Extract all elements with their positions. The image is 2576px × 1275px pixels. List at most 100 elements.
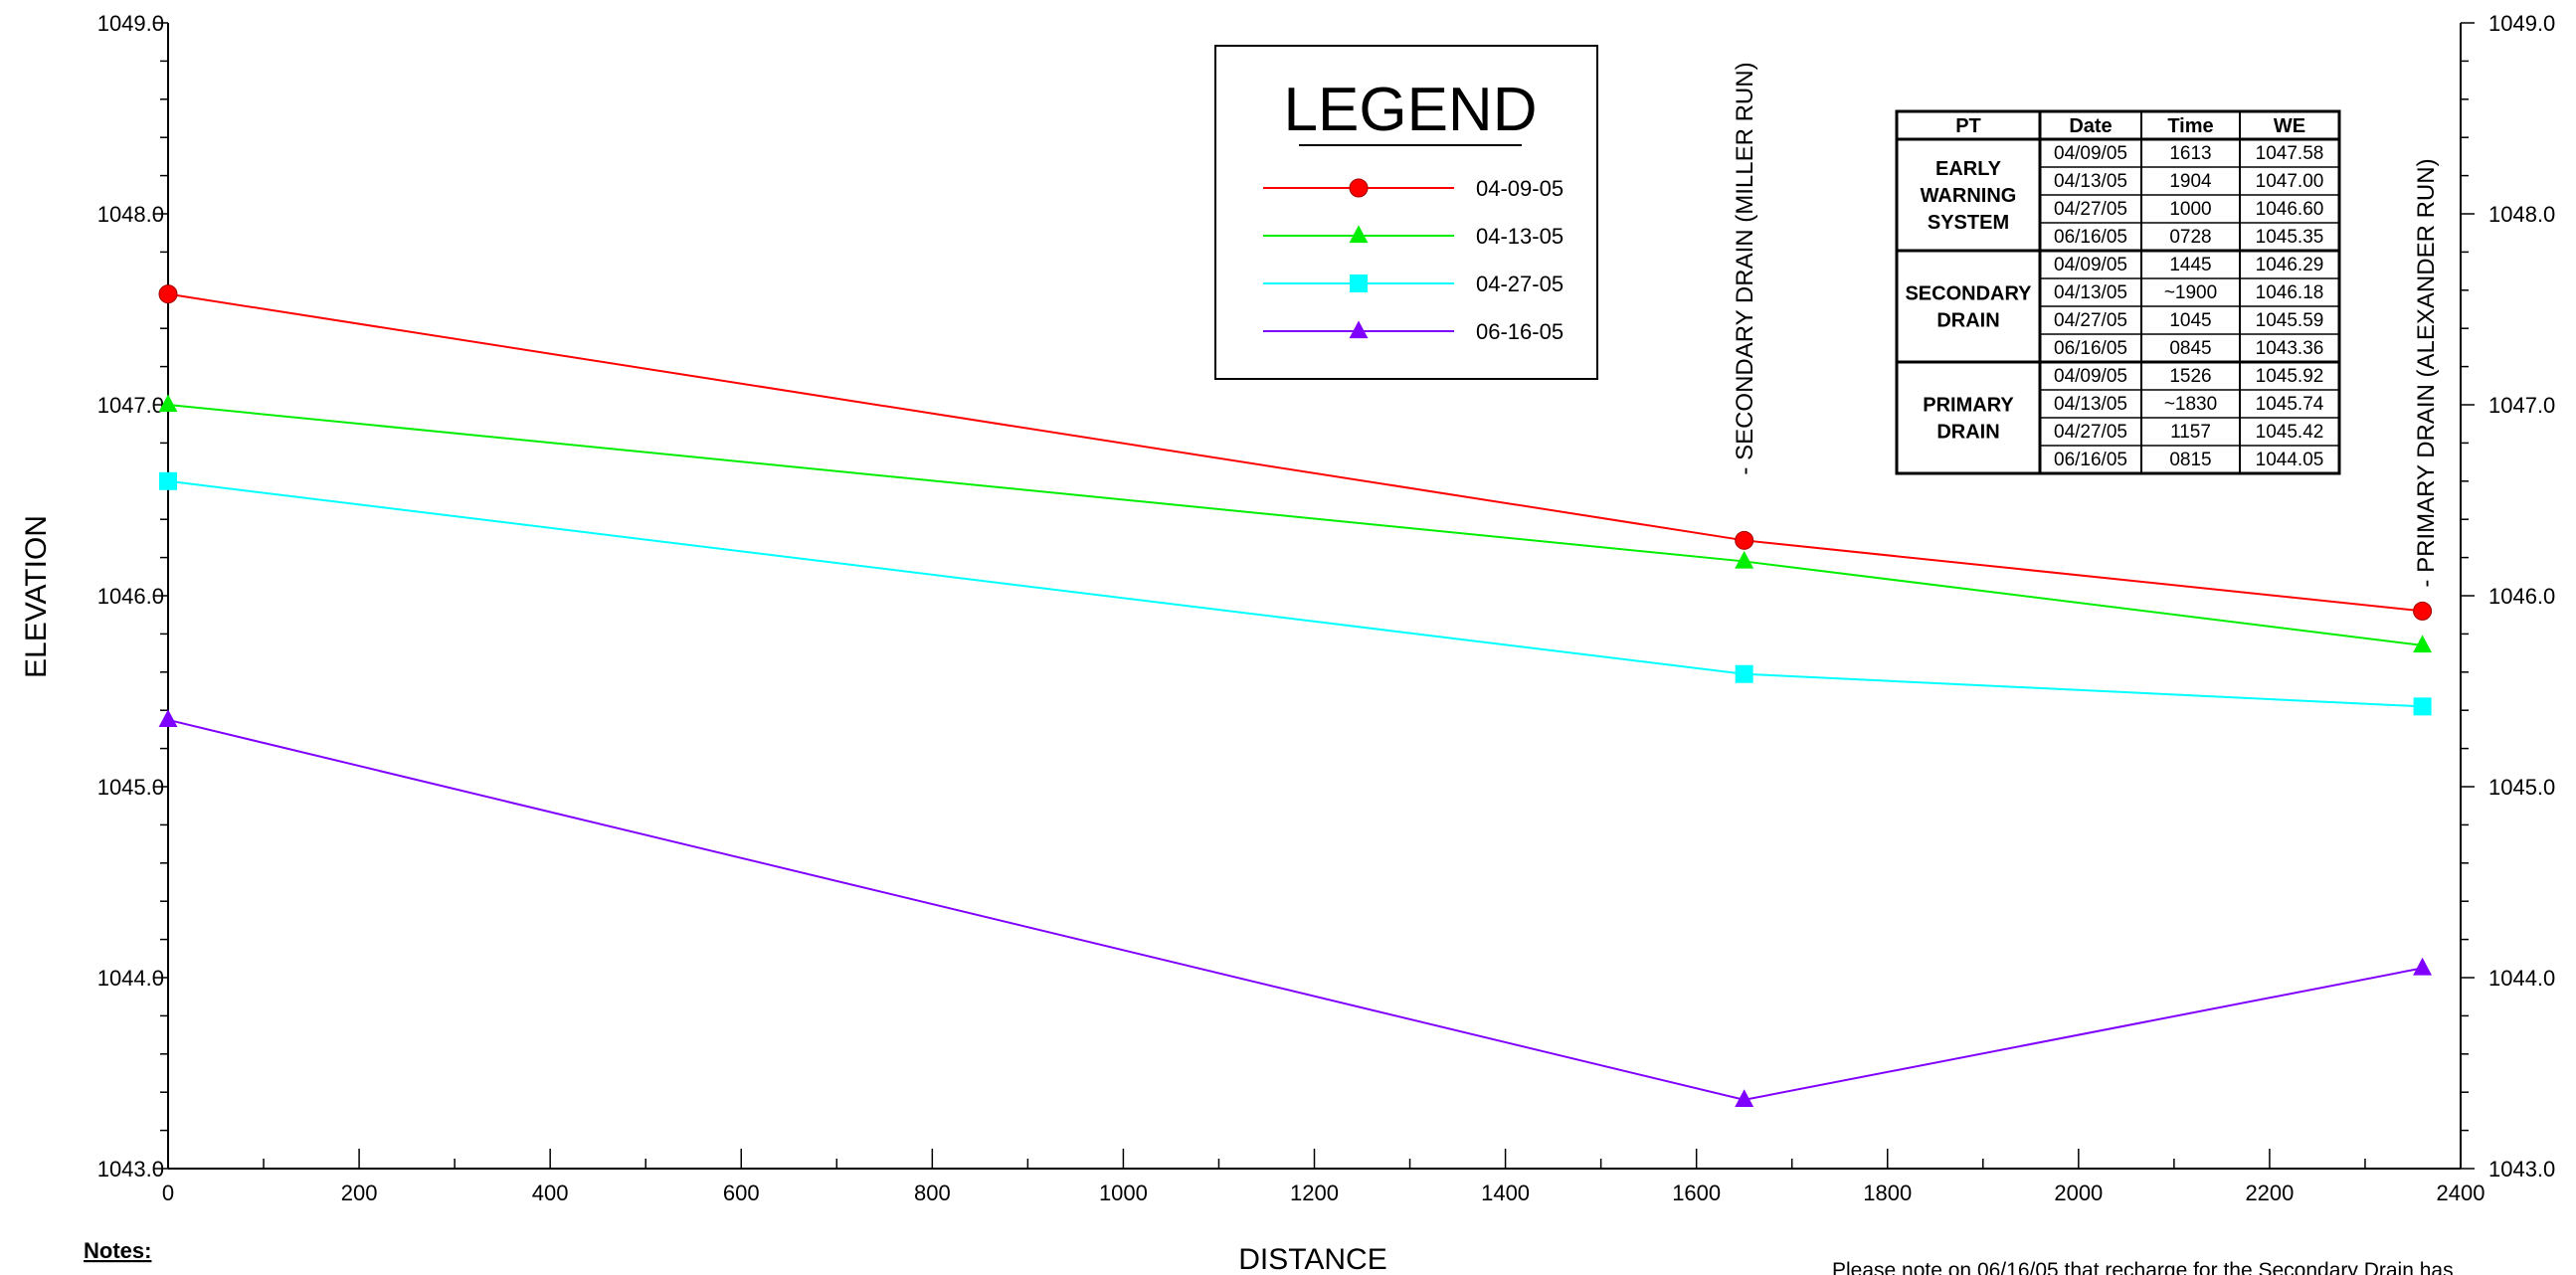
x-tick-label: 0 [162, 1181, 174, 1205]
table-cell: 06/16/05 [2054, 338, 2127, 359]
x-tick-label: 1200 [1290, 1181, 1339, 1205]
data-point-04-13-05 [158, 394, 178, 413]
footer-note: Please note on 06/16/05 that recharge fo… [1832, 1259, 2454, 1275]
series-layer [158, 284, 2433, 1108]
data-point-04-27-05 [2413, 697, 2432, 716]
legend-label: 04-27-05 [1476, 272, 1564, 296]
table-group-label: WARNING [1921, 185, 2017, 207]
table-cell: 1046.18 [2256, 282, 2324, 303]
legend-items: 04-09-05 04-13-05 04-27-05 06-16-05 [1263, 176, 1564, 344]
table-cell: 0815 [2169, 450, 2211, 470]
legend-marker [1350, 274, 1368, 292]
table-cell: 1045.74 [2256, 394, 2324, 415]
data-point-06-16-05 [158, 709, 178, 727]
table-cell: 1046.29 [2256, 255, 2324, 275]
table-group-label: DRAIN [1936, 422, 1999, 444]
y-tick-label-left: 1049.0 [97, 11, 164, 36]
table-cell: 06/16/05 [2054, 450, 2127, 470]
table-cell: 1045.59 [2256, 310, 2324, 331]
data-point-04-27-05 [159, 471, 177, 490]
table-cell: 1047.00 [2256, 171, 2324, 192]
x-tick-label: 600 [723, 1181, 760, 1205]
data-point-04-09-05 [2413, 601, 2433, 621]
table-cell: 1445 [2169, 255, 2211, 275]
table-cell: 1045.92 [2256, 366, 2324, 387]
x-tick-label: 1000 [1099, 1181, 1148, 1205]
legend: LEGEND 04-09-05 04-13-05 04-27-05 06-16-05 [1214, 45, 1598, 380]
primary-drain-annotation: - PRIMARY DRAIN (ALEXANDER RUN) [2413, 158, 2440, 587]
table-header-cell: Date [2069, 115, 2112, 137]
table-cell: 1044.05 [2256, 450, 2324, 470]
table-cell: 1526 [2169, 366, 2211, 387]
legend-marker [1349, 178, 1369, 198]
legend-marker [1349, 225, 1369, 244]
table-cell: 1045.42 [2256, 422, 2324, 443]
x-tick-label: 2000 [2054, 1181, 2103, 1205]
table-group-label: EARLY [1935, 158, 2002, 180]
table-cell: 1045.35 [2256, 227, 2324, 248]
table-cell: 04/27/05 [2054, 422, 2127, 443]
series-line-04-27-05 [167, 479, 2423, 708]
table-cell: 1043.36 [2256, 338, 2324, 359]
legend-label: 04-13-05 [1476, 224, 1564, 249]
table-cell: 1047.58 [2256, 143, 2324, 164]
table-cell: 1046.60 [2256, 199, 2324, 220]
data-table: PT Date Time WE EARLY WARNING SYSTEM 04/09/05 16… [1895, 109, 2341, 475]
data-point-06-16-05 [1735, 1089, 1754, 1108]
x-tick-label: 2200 [2245, 1181, 2294, 1205]
x-tick-label: 400 [532, 1181, 569, 1205]
table-cell: 04/27/05 [2054, 310, 2127, 331]
x-axis-title: DISTANCE [1238, 1243, 1386, 1275]
y-tick-label-left: 1044.0 [97, 966, 164, 991]
y-tick-label-right: 1043.0 [2488, 1157, 2555, 1182]
table-cell: 1904 [2169, 171, 2212, 192]
series-line-06-16-05 [167, 718, 2423, 1101]
table-cell: 0728 [2169, 227, 2211, 248]
x-tick-label: 200 [341, 1181, 378, 1205]
table-cell: 1000 [2169, 199, 2211, 220]
table-cell: 04/09/05 [2054, 366, 2127, 387]
notes-label: Notes: [84, 1238, 151, 1263]
x-tick-label: 1800 [1863, 1181, 1912, 1205]
data-point-04-13-05 [1735, 550, 1754, 569]
data-point-04-09-05 [158, 284, 178, 304]
table-group-label: PRIMARY [1923, 395, 2014, 417]
y-tick-label-left: 1046.0 [97, 584, 164, 609]
secondary-drain-annotation: - SECONDARY DRAIN (MILLER RUN) [1732, 62, 1758, 474]
table-header-cell: WE [2274, 115, 2305, 137]
table-cell: 1613 [2169, 143, 2211, 164]
table-group-label: SECONDARY [1905, 283, 2032, 305]
x-tick-label: 800 [914, 1181, 951, 1205]
table-cell: 04/13/05 [2054, 282, 2127, 303]
y-tick-label-left: 1047.0 [97, 393, 164, 418]
legend-box [1214, 45, 1598, 380]
x-tick-label: 1600 [1672, 1181, 1721, 1205]
data-point-04-09-05 [1735, 530, 1754, 550]
table-header-cell: Time [2167, 115, 2213, 137]
table-cell: 04/09/05 [2054, 143, 2127, 164]
table-cell: ~1830 [2164, 394, 2217, 415]
data-point-06-16-05 [2413, 957, 2433, 976]
axes: 1043.0 1043.0 1044.0 1044.0 1045.0 1045.0 1046… [97, 11, 2556, 1205]
data-point-04-27-05 [1735, 664, 1753, 683]
table-group-label: DRAIN [1936, 310, 1999, 332]
legend-label: 06-16-05 [1476, 319, 1564, 344]
table-border [1895, 109, 2341, 475]
y-tick-label-right: 1044.0 [2488, 966, 2555, 991]
table-group-label: SYSTEM [1928, 212, 2009, 234]
table-cell: 04/27/05 [2054, 199, 2127, 220]
table-cell: ~1900 [2164, 282, 2217, 303]
table-cell: 1157 [2170, 422, 2211, 443]
y-tick-label-right: 1047.0 [2488, 393, 2555, 418]
legend-label: 04-09-05 [1476, 176, 1564, 201]
y-tick-label-left: 1043.0 [97, 1157, 164, 1182]
table-header-cell: PT [1955, 115, 1981, 137]
y-tick-label-left: 1048.0 [97, 202, 164, 227]
table-cell: 06/16/05 [2054, 227, 2127, 248]
y-tick-label-right: 1049.0 [2488, 11, 2555, 36]
table-cell: 04/13/05 [2054, 171, 2127, 192]
y-axis-title: ELEVATION [20, 515, 53, 678]
x-tick-label: 2400 [2437, 1181, 2485, 1205]
table-cell: 1045 [2169, 310, 2211, 331]
